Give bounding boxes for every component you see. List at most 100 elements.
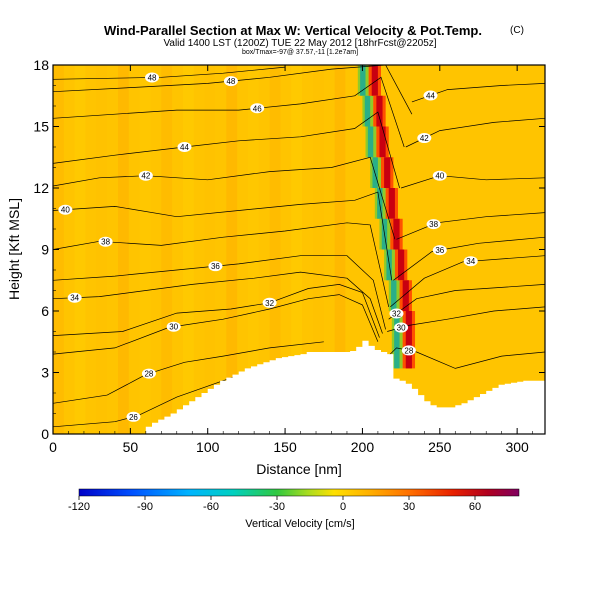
contour-label-bg [58,204,73,215]
contour-label: 28 [404,346,413,355]
field-band [247,65,259,434]
field-band [74,65,86,434]
y-tick-label: 0 [41,426,49,442]
contour-label-bg [432,170,447,181]
x-tick-label: 250 [428,439,452,455]
y-tick-label: 18 [33,57,49,73]
field-band [269,65,281,434]
field-band [226,65,238,434]
contour-label: 40 [61,206,70,215]
field-band [291,65,303,434]
contour-label-bg [262,297,277,308]
field-band [161,65,173,434]
updraft-cell-inner [379,126,386,158]
theta-contour-line [53,66,286,80]
updraft-cell-inner [398,249,405,281]
contour-label: 30 [169,323,178,332]
updraft-cell-inner [405,311,412,369]
theta-contour-line [400,175,545,189]
field-band [96,65,108,434]
contour-label: 40 [435,172,444,181]
colorbar-tick-label: -120 [68,501,90,513]
contour-label: 26 [129,413,138,422]
contour-label-bg [177,142,192,152]
contour-label: 32 [392,310,401,319]
y-tick-label: 15 [33,119,49,135]
contour-label: 34 [466,257,475,266]
theta-contour-line [53,341,324,404]
contour-label: 36 [435,246,444,255]
chart-title-mark: (C) [510,25,524,36]
contour-label: 48 [148,73,157,82]
theta-contour-line [53,255,386,330]
downdraft-cell-inner [394,311,400,369]
contour-label: 32 [265,299,274,308]
chart-subtitle-2: box/Tmax=-97@ 37.57,-11 [1.2e7am] [242,49,358,56]
theta-contours: 26 28 30 32 34 36 38 40 42 44 46 48 48 34 36 38 40 42 44 28… [53,65,545,428]
colorbar-tick-label: 30 [403,501,415,513]
contour-label-bg [417,133,432,144]
theta-contour-line [53,156,396,240]
contour-label: 38 [429,220,438,229]
x-tick-label: 0 [49,439,57,455]
theta-contour-line [53,191,393,281]
contour-label-bg [126,411,141,422]
contour-label: 30 [397,324,406,333]
contour-label-bg [389,308,404,319]
x-tick-label: 100 [196,439,220,455]
theta-contour-line [390,255,545,308]
y-tick-label: 6 [41,303,49,319]
theta-contour-line [53,76,405,148]
chart-title: Wind-Parallel Section at Max W: Vertical… [104,23,482,38]
downdraft-cell-inner [364,95,371,127]
field-band [334,65,346,434]
updraft-cell-inner [393,218,400,250]
contour-label: 46 [253,104,262,113]
contour-label: 48 [226,77,235,86]
colorbar-tick-label: -90 [137,501,153,513]
contour-label-bg [432,245,447,256]
contour-label-bg [223,76,238,87]
downdraft-cell-inner [367,126,374,158]
theta-contour-line [396,212,545,240]
downdraft-cell-inner [391,280,397,311]
x-axis-ticks: 0 50 100 150 200 250 300 [49,65,533,455]
x-tick-label: 200 [351,439,375,455]
colorbar [78,488,520,497]
downdraft-cell-inner [372,157,378,188]
contour-label-bg [166,321,181,332]
y-tick-label: 3 [41,365,49,381]
contour-label-bg [98,236,113,247]
colorbar-tick-label: -30 [269,501,285,513]
contour-label-bg [145,72,160,83]
theta-contour-line [383,347,545,369]
x-tick-label: 50 [123,439,139,455]
updraft-cell-inner [384,157,391,188]
contour-label-bg [67,292,82,303]
terrain [53,340,545,434]
contour-label-bg [426,219,441,230]
colorbar-ticks: -120 -90 -60 -30 0 30 60 [68,496,481,513]
colorbar-tick-label: 60 [469,501,481,513]
x-axis-label: Distance [nm] [256,461,342,477]
contour-label-bg [423,90,438,101]
contour-label: 42 [141,172,150,181]
contour-label: 38 [101,238,110,247]
updraft-cell-inner [376,95,383,127]
downdraft-cell-inner [360,65,366,96]
field-band [139,65,151,434]
colorbar-tick-label: 0 [340,501,346,513]
contour-label-bg [463,256,478,267]
contour-label: 42 [420,134,429,143]
contour-label-bg [141,368,156,379]
updraft-cell-inner [402,280,409,311]
contour-label: 34 [70,294,79,303]
updraft-cell-inner [371,65,378,96]
chart-subtitle: Valid 1400 LST (1200Z) TUE 22 May 2012 [… [163,38,436,49]
colorbar-label: Vertical Velocity [cm/s] [245,518,354,530]
y-tick-label: 9 [41,242,49,258]
field-band [312,65,324,434]
contour-label: 44 [180,143,189,152]
